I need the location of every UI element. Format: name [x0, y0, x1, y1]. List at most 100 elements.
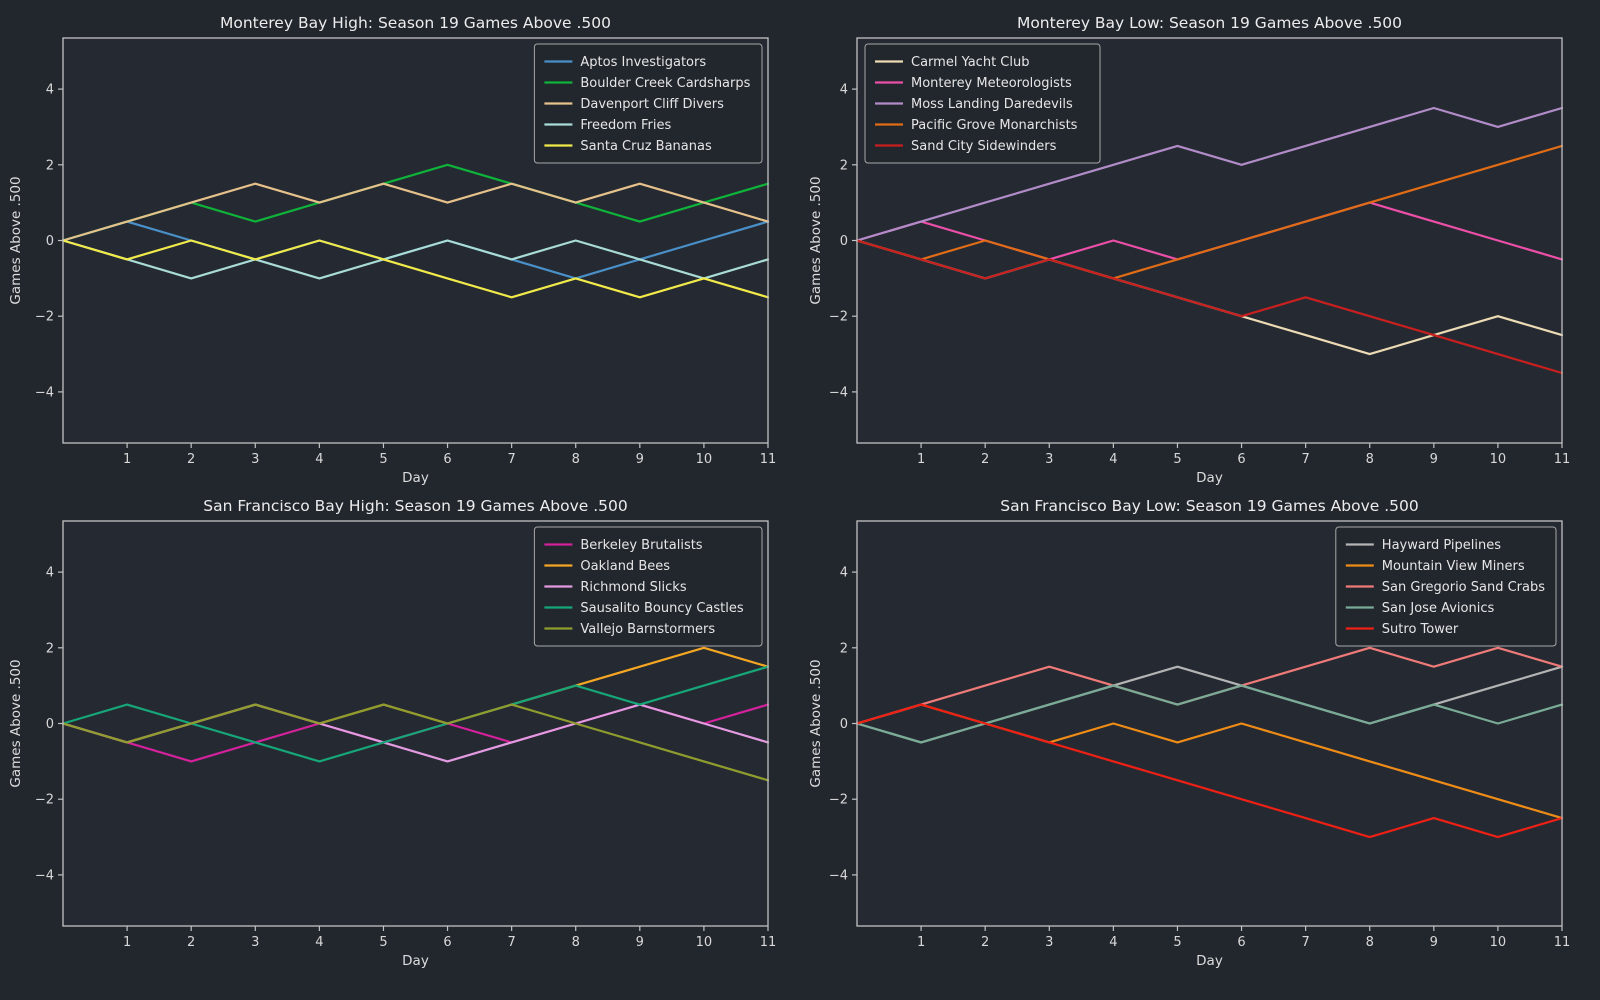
x-tick-label: 5: [1173, 935, 1181, 950]
legend: Aptos Investigators Boulder Creek Cardsha…: [533, 43, 763, 164]
legend-item-aptos-investigators: Aptos Investigators: [544, 55, 706, 70]
series-line-pacific-grove-monarchists: [855, 144, 1564, 280]
series-line-sausalito-bouncy-castles: [61, 665, 770, 763]
x-tick-label: 7: [1301, 452, 1309, 467]
x-tick-label: 1: [123, 452, 131, 467]
y-tick-label: 0: [46, 717, 54, 732]
chart-san-francisco-bay-low: 1 2 3 4 5 6 7 8 9 10 11 −4 −2 0 2 4 San Francisco Bay Lo…: [808, 500, 1571, 969]
legend-item-oakland-bees: Oakland Bees: [544, 559, 670, 574]
x-tick-label: 10: [1490, 935, 1507, 950]
chart-san-francisco-bay-high: 1 2 3 4 5 6 7 8 9 10 11 −4 −2 0 2 4 San Francisco Bay Hi…: [8, 500, 777, 969]
legend: Berkeley Brutalists Oakland Bees Richmond …: [533, 526, 763, 647]
legend-label: Oakland Bees: [580, 559, 670, 574]
y-tick-label: −4: [35, 868, 54, 883]
legend-item-sutro-tower: Sutro Tower: [1345, 622, 1459, 637]
x-tick-label: 3: [1045, 452, 1053, 467]
y-tick-label: −2: [35, 310, 54, 325]
x-tick-label: 8: [572, 935, 580, 950]
legend-label: Freedom Fries: [580, 118, 671, 133]
x-tick-label: 4: [1109, 452, 1117, 467]
legend-item-santa-cruz-bananas: Santa Cruz Bananas: [544, 139, 712, 154]
x-tick-label: 2: [981, 935, 989, 950]
chart-title: San Francisco Bay High: Season 19 Games …: [203, 500, 627, 515]
legend-label: Sausalito Bouncy Castles: [580, 601, 743, 616]
x-tick-label: 9: [1430, 935, 1438, 950]
x-tick-label: 7: [507, 935, 515, 950]
legend-label: Richmond Slicks: [580, 580, 686, 595]
x-axis-label: Day: [1196, 470, 1223, 486]
legend-label: San Gregorio Sand Crabs: [1382, 580, 1545, 595]
x-tick-label: 5: [379, 935, 387, 950]
legend-label: Boulder Creek Cardsharps: [580, 76, 750, 91]
x-tick-label: 4: [1109, 935, 1117, 950]
legend-item-pacific-grove-monarchists: Pacific Grove Monarchists: [875, 118, 1078, 133]
x-tick-label: 8: [1366, 935, 1374, 950]
legend-label: Davenport Cliff Divers: [580, 97, 724, 112]
legend-label: Monterey Meteorologists: [911, 76, 1072, 91]
x-tick-label: 9: [636, 935, 644, 950]
y-axis-label: Games Above .500: [808, 176, 824, 304]
legend: Carmel Yacht Club Monterey Meteorologists…: [864, 43, 1101, 164]
x-tick-label: 1: [917, 935, 925, 950]
x-tick-label: 7: [507, 452, 515, 467]
legend-label: Mountain View Miners: [1382, 559, 1525, 574]
y-tick-label: 2: [840, 158, 848, 173]
legend-box: [533, 43, 763, 164]
y-tick-label: 2: [46, 158, 54, 173]
legend-label: Sutro Tower: [1382, 622, 1459, 637]
chart-title: Monterey Bay High: Season 19 Games Above…: [220, 14, 611, 32]
x-axis-label: Day: [1196, 953, 1223, 969]
y-tick-label: 4: [46, 566, 54, 581]
legend-item-freedom-fries: Freedom Fries: [544, 118, 671, 133]
chart-title: Monterey Bay Low: Season 19 Games Above …: [1017, 14, 1402, 32]
y-tick-label: −2: [829, 793, 848, 808]
legend-label: Santa Cruz Bananas: [580, 139, 712, 154]
x-tick-label: 4: [315, 452, 323, 467]
series-line-santa-cruz-bananas: [61, 239, 770, 299]
chart-monterey-bay-high: 1 2 3 4 5 6 7 8 9 10 11 −4 −2 0 2 4 Monterey Bay High: S…: [8, 14, 776, 486]
x-axis-label: Day: [402, 953, 429, 969]
series-line-freedom-fries: [61, 239, 770, 280]
series-line-sutro-tower: [855, 703, 1564, 839]
y-tick-label: 4: [840, 566, 848, 581]
series-line-davenport-cliff-divers: [61, 182, 770, 242]
x-tick-label: 6: [443, 935, 451, 950]
legend-label: Hayward Pipelines: [1382, 538, 1501, 553]
x-tick-label: 9: [636, 452, 644, 467]
x-tick-label: 1: [917, 452, 925, 467]
legend-item-mountain-view-miners: Mountain View Miners: [1345, 559, 1525, 574]
y-tick-label: 0: [840, 717, 848, 732]
y-tick-label: 0: [46, 234, 54, 249]
x-tick-label: 8: [572, 452, 580, 467]
series-line-san-jose-avionics: [855, 684, 1564, 744]
chart-title: San Francisco Bay Low: Season 19 Games A…: [1000, 500, 1419, 515]
legend-label: Sand City Sidewinders: [911, 139, 1057, 154]
x-tick-label: 3: [1045, 935, 1053, 950]
y-axis-label: Games Above .500: [8, 659, 24, 787]
legend-label: Vallejo Barnstormers: [580, 622, 715, 637]
legend-item-sand-city-sidewinders: Sand City Sidewinders: [875, 139, 1057, 154]
y-tick-label: 0: [840, 234, 848, 249]
y-tick-label: −4: [35, 385, 54, 400]
y-tick-label: 4: [46, 83, 54, 98]
legend-label: Aptos Investigators: [580, 55, 706, 70]
series-line-moss-landing-daredevils: [855, 106, 1564, 242]
x-tick-label: 10: [696, 935, 713, 950]
x-tick-label: 10: [696, 452, 713, 467]
x-tick-label: 11: [1554, 935, 1571, 950]
series-line-sand-city-sidewinders: [855, 239, 1564, 375]
legend-label: San Jose Avionics: [1382, 601, 1495, 616]
legend-item-moss-landing-daredevils: Moss Landing Daredevils: [875, 97, 1073, 112]
legend-item-monterey-meteorologists: Monterey Meteorologists: [875, 76, 1072, 91]
legend-item-boulder-creek-cardsharps: Boulder Creek Cardsharps: [544, 76, 751, 91]
legend-label: Moss Landing Daredevils: [911, 97, 1073, 112]
x-tick-label: 11: [760, 935, 777, 950]
series-line-vallejo-barnstormers: [61, 703, 770, 782]
legend-item-hayward-pipelines: Hayward Pipelines: [1345, 538, 1501, 553]
legend-box: [533, 526, 763, 647]
legend-item-san-jose-avionics: San Jose Avionics: [1345, 601, 1495, 616]
x-tick-label: 4: [315, 935, 323, 950]
x-tick-label: 5: [1173, 452, 1181, 467]
x-tick-label: 1: [123, 935, 131, 950]
legend-item-carmel-yacht-club: Carmel Yacht Club: [875, 55, 1029, 70]
